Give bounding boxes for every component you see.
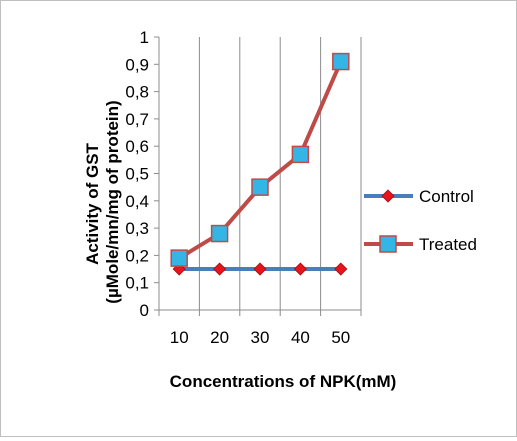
y-tick-label: 0,7 <box>125 110 149 129</box>
y-tick-label: 0,1 <box>125 274 149 293</box>
y-tick-label: 1 <box>140 28 149 47</box>
legend: Control Treated <box>364 187 477 254</box>
y-tick-label: 0 <box>140 301 149 320</box>
legend-marker-control <box>381 189 395 203</box>
y-tick-label: 0,5 <box>125 165 149 184</box>
y-tick-label: 0,8 <box>125 83 149 102</box>
series-line-treated <box>178 60 343 260</box>
legend-marker-treated <box>379 235 397 253</box>
y-axis-ticks: 0 0,1 0,2 0,3 0,4 0,5 0,6 0,7 0,8 0,9 1 <box>125 28 159 320</box>
legend-label-treated: Treated <box>419 235 477 254</box>
x-tick-label: 10 <box>170 328 189 347</box>
data-point-control <box>293 262 307 276</box>
y-axis-label: Activity of GST <box>83 142 102 264</box>
x-tick-label: 20 <box>210 328 229 347</box>
y-tick-label: 0,3 <box>125 219 149 238</box>
data-point-treated <box>251 178 269 196</box>
y-tick-label: 0,2 <box>125 246 149 265</box>
data-point-treated <box>170 249 188 267</box>
data-point-control <box>253 262 267 276</box>
y-tick-label: 0,6 <box>125 137 149 156</box>
x-tick-label: 40 <box>291 328 310 347</box>
data-point-control <box>213 262 227 276</box>
x-tick-label: 30 <box>251 328 270 347</box>
y-tick-label: 0,9 <box>125 55 149 74</box>
x-tick-label: 50 <box>331 328 350 347</box>
x-axis-ticks: 10 20 30 40 50 <box>158 310 362 347</box>
data-point-treated <box>210 224 229 243</box>
data-point-control <box>334 262 348 276</box>
series-layer <box>170 52 350 276</box>
y-axis-label-units: (µMole/mn/mg of protein) <box>103 100 122 303</box>
grid-lines <box>198 37 362 310</box>
data-point-treated <box>332 52 350 71</box>
data-point-treated <box>291 145 310 164</box>
legend-label-control: Control <box>419 187 474 206</box>
y-tick-label: 0,4 <box>125 192 149 211</box>
x-axis-label: Concentrations of NPK(mM) <box>170 372 397 391</box>
